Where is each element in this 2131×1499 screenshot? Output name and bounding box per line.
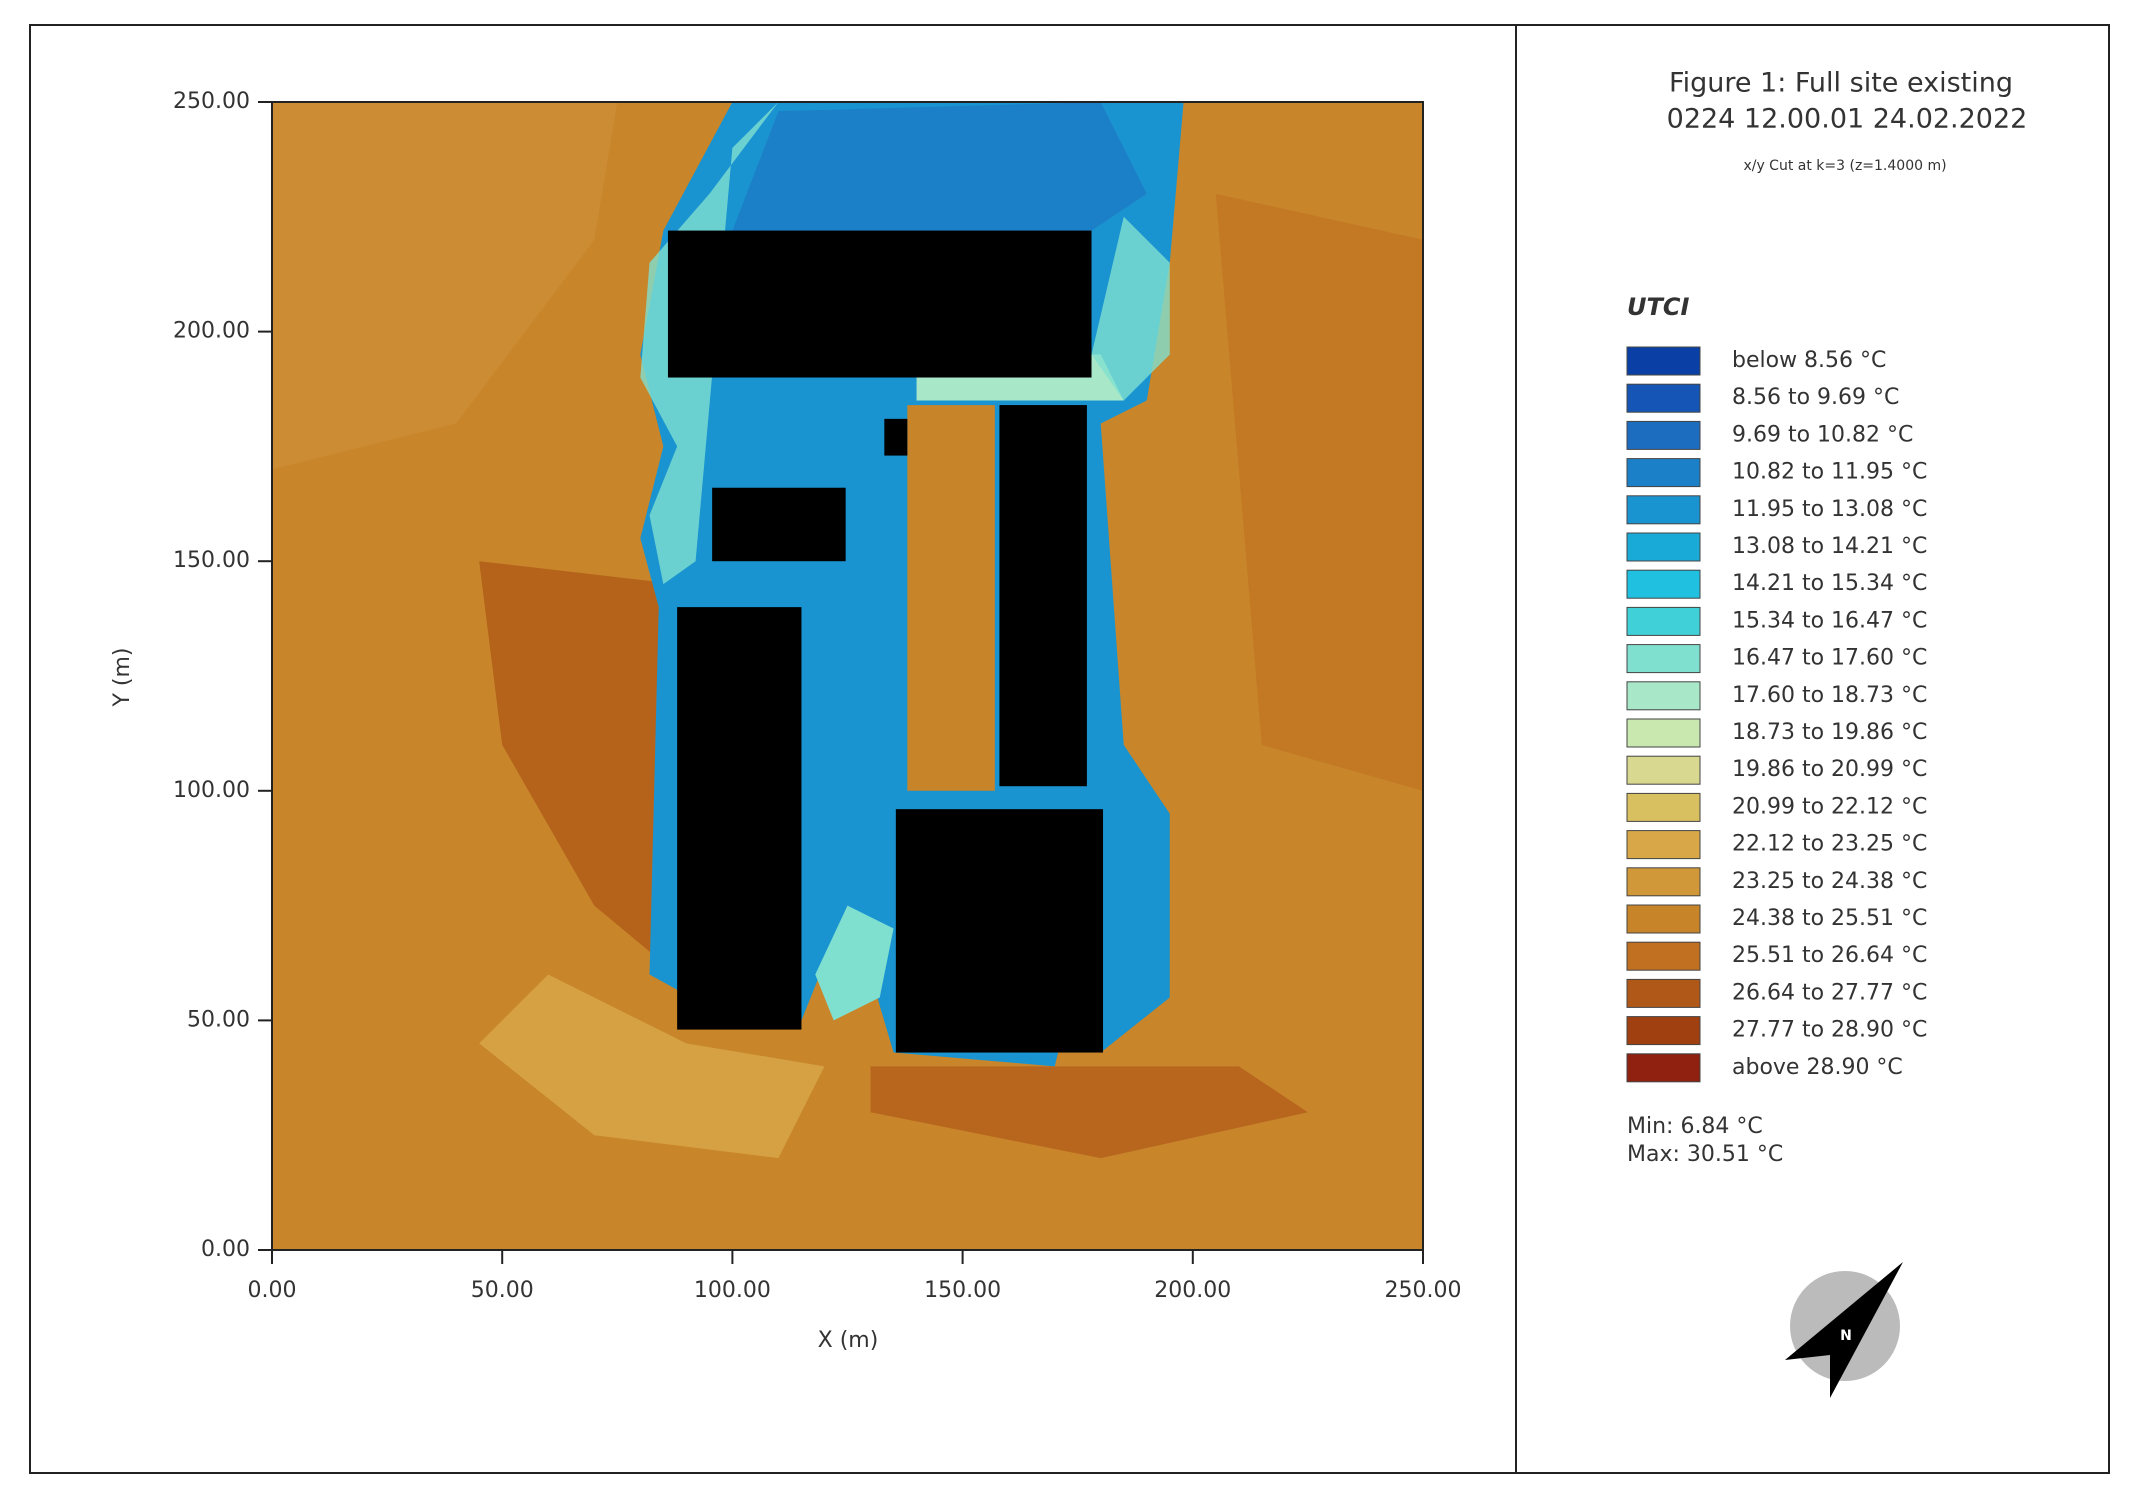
- min-label: Min: 6.84 °C: [1627, 1114, 1763, 1139]
- legend-label: 23.25 to 24.38 °C: [1732, 869, 1927, 894]
- x-tick-label: 100.00: [694, 1278, 771, 1303]
- x-tick-label: 50.00: [471, 1278, 534, 1303]
- legend-label: 14.21 to 15.34 °C: [1732, 571, 1927, 596]
- y-axis-label: Y (m): [110, 647, 135, 707]
- y-tick-label: 0.00: [201, 1237, 250, 1262]
- cut-label: x/y Cut at k=3 (z=1.4000 m): [1743, 158, 1946, 174]
- legend-label: 18.73 to 19.86 °C: [1732, 720, 1927, 745]
- legend-label: 15.34 to 16.47 °C: [1732, 608, 1927, 633]
- x-axis-label: X (m): [818, 1328, 879, 1353]
- legend-label: 19.86 to 20.99 °C: [1732, 757, 1927, 782]
- legend-swatch: [1626, 718, 1701, 748]
- legend-title: UTCI: [1627, 293, 1689, 321]
- legend-label: above 28.90 °C: [1732, 1055, 1903, 1080]
- legend-label: 10.82 to 11.95 °C: [1732, 460, 1927, 485]
- legend-swatch: [1626, 1053, 1701, 1083]
- legend-swatch: [1626, 830, 1701, 860]
- legend-label: 16.47 to 17.60 °C: [1732, 646, 1927, 671]
- legend-swatch: [1626, 681, 1701, 711]
- legend-label: 9.69 to 10.82 °C: [1732, 422, 1913, 447]
- legend-label: 22.12 to 23.25 °C: [1732, 832, 1927, 857]
- legend-swatch: [1626, 1016, 1701, 1046]
- legend-label: 20.99 to 22.12 °C: [1732, 794, 1927, 819]
- y-tick-label: 200.00: [173, 319, 250, 344]
- max-label: Max: 30.51 °C: [1627, 1142, 1783, 1167]
- legend-swatch: [1626, 606, 1701, 636]
- legend-label: 13.08 to 14.21 °C: [1732, 534, 1927, 559]
- north-arrow: N: [1785, 1262, 1903, 1398]
- x-tick-label: 150.00: [924, 1278, 1001, 1303]
- legend-label: 25.51 to 26.64 °C: [1732, 943, 1927, 968]
- y-tick-label: 50.00: [187, 1007, 250, 1032]
- legend-swatch: [1626, 978, 1701, 1008]
- legend-swatch: [1626, 644, 1701, 674]
- legend-swatch: [1626, 495, 1701, 525]
- x-tick-label: 0.00: [248, 1278, 297, 1303]
- legend-label: 27.77 to 28.90 °C: [1732, 1018, 1927, 1043]
- legend-swatch: [1626, 867, 1701, 897]
- legend-swatch: [1626, 904, 1701, 934]
- chart-title: Figure 1: Full site existing: [1669, 68, 2013, 99]
- y-tick-label: 100.00: [173, 778, 250, 803]
- legend-swatch: [1626, 383, 1701, 413]
- legend-swatch: [1626, 569, 1701, 599]
- plot-border: [271, 101, 1424, 1251]
- legend-swatch: [1626, 346, 1701, 376]
- legend-label: 26.64 to 27.77 °C: [1732, 980, 1927, 1005]
- legend-swatch: [1626, 458, 1701, 488]
- y-tick-label: 150.00: [173, 548, 250, 573]
- x-tick-label: 200.00: [1154, 1278, 1231, 1303]
- legend-label: 17.60 to 18.73 °C: [1732, 683, 1927, 708]
- legend-swatch: [1626, 420, 1701, 450]
- north-label: N: [1840, 1328, 1852, 1344]
- legend-swatch: [1626, 532, 1701, 562]
- legend-swatch: [1626, 941, 1701, 971]
- field: [272, 102, 1423, 1250]
- legend-label: 24.38 to 25.51 °C: [1732, 906, 1927, 931]
- legend-label: below 8.56 °C: [1732, 348, 1886, 373]
- legend-swatch: [1626, 792, 1701, 822]
- chart-subtitle: 0224 12.00.01 24.02.2022: [1667, 104, 2028, 135]
- legend-label: 8.56 to 9.69 °C: [1732, 385, 1899, 410]
- legend-label: 11.95 to 13.08 °C: [1732, 497, 1927, 522]
- y-tick-label: 250.00: [173, 89, 250, 114]
- x-tick-label: 250.00: [1385, 1278, 1462, 1303]
- legend-swatch: [1626, 755, 1701, 785]
